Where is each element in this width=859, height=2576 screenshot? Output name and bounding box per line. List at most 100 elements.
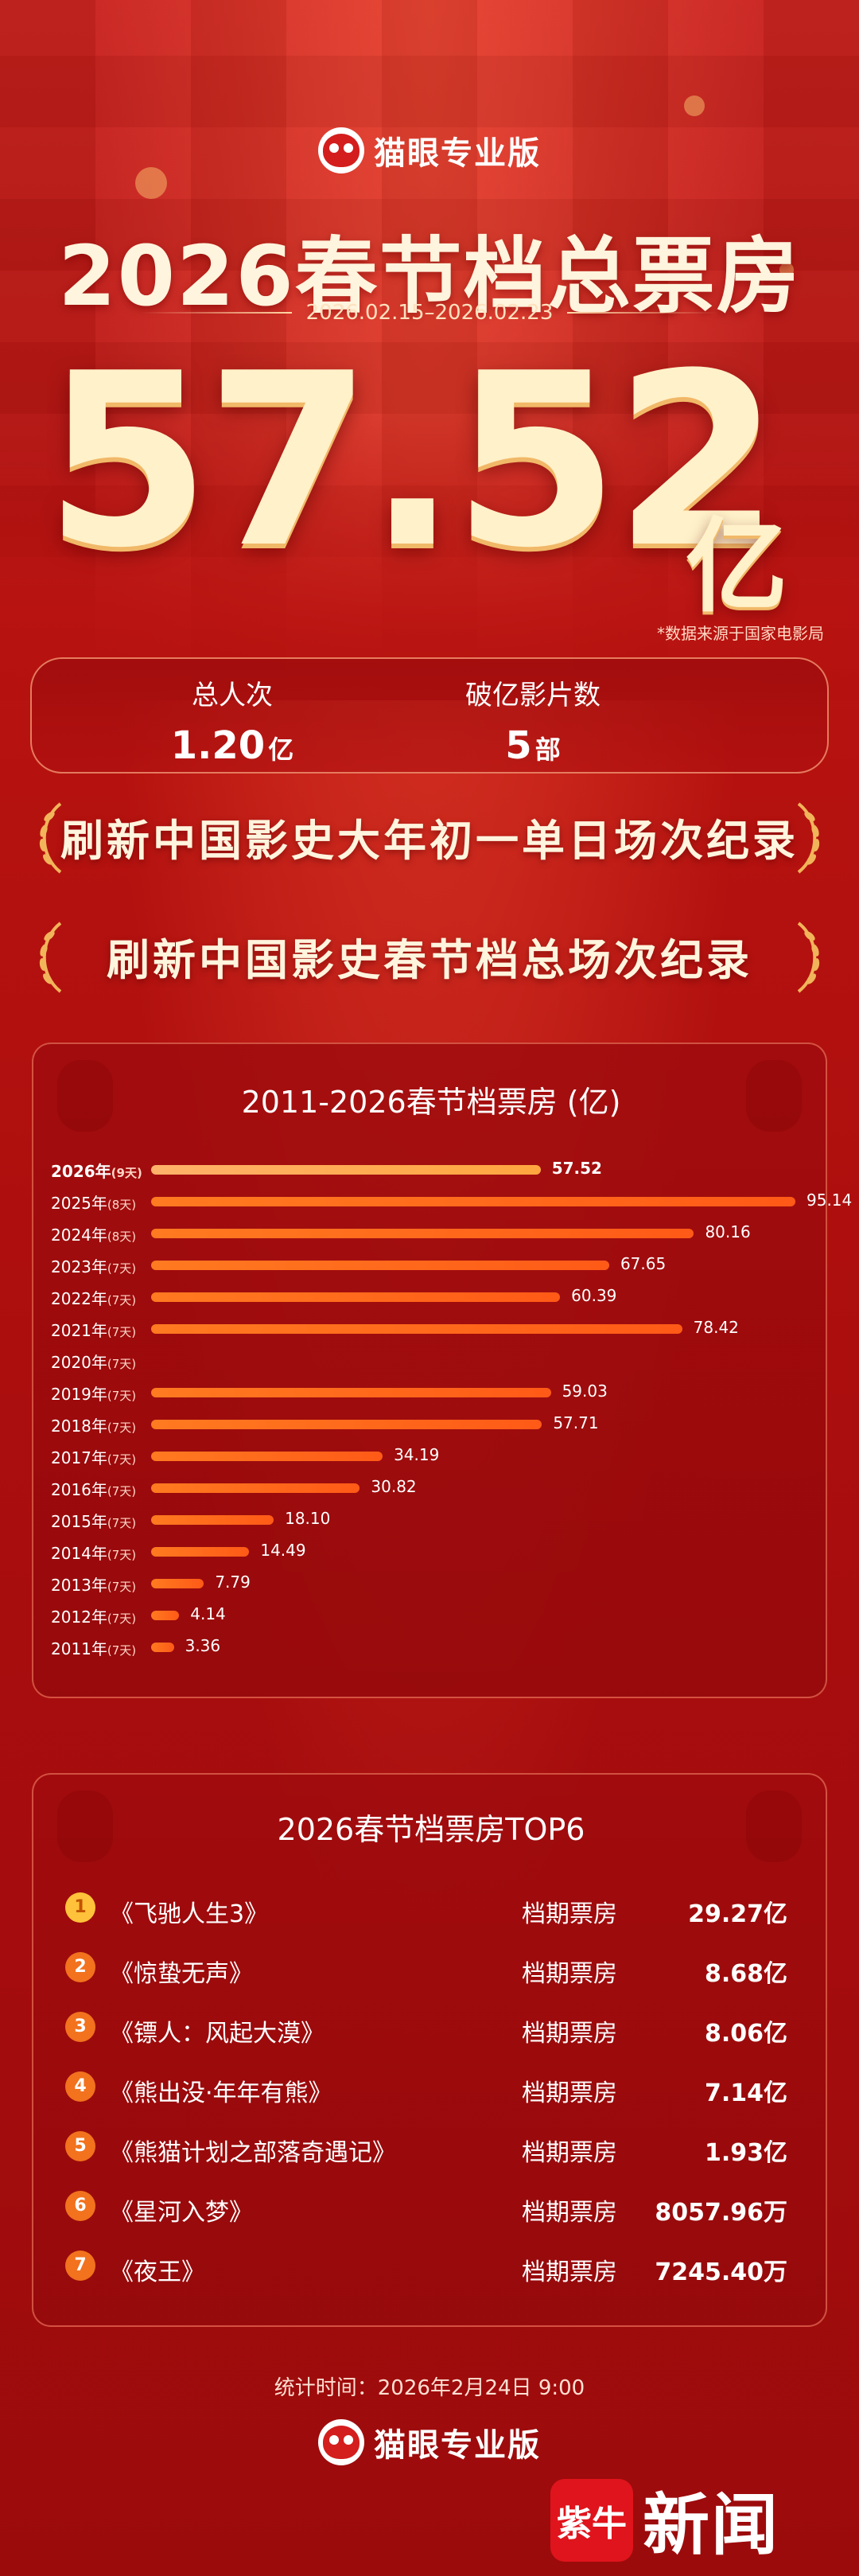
maoyan-cat-logo-icon — [318, 2419, 364, 2465]
data-label: 60.39 — [571, 1286, 617, 1305]
record-banner: 刷新中国影史春节档总场次纪录 — [32, 912, 827, 1000]
date-range-line: 2026.02.15–2026.02.23 — [0, 301, 859, 325]
data-label: 18.10 — [285, 1509, 331, 1528]
rank-badge: 2 — [65, 1952, 95, 1982]
box-office-tag: 档期票房 — [522, 1900, 617, 1928]
rank-badge: 1 — [65, 1892, 95, 1923]
media-name: 新闻 — [643, 2485, 780, 2564]
category-label: 2015年(7天) — [51, 1512, 137, 1531]
bar — [151, 1579, 204, 1588]
bar-row: 2025年(8天) 95.14 — [33, 1186, 852, 1218]
bar — [151, 1261, 609, 1270]
history-chart-panel: 2011-2026春节档票房 (亿) 2026年(9天) 57.52 2025年(8… — [32, 1042, 852, 1698]
movie-title: 《飞驰人生3》 — [110, 1900, 269, 1928]
category-label: 2016年(7天) — [51, 1480, 137, 1499]
movie-title: 《熊出没·年年有熊》 — [110, 2079, 332, 2107]
data-label: 80.16 — [705, 1222, 751, 1241]
category-label: 2014年(7天) — [51, 1544, 137, 1563]
bar-row: 2023年(7天) 67.65 — [33, 1249, 829, 1281]
box-office-tag: 档期票房 — [522, 2079, 617, 2107]
bar — [151, 1165, 541, 1175]
category-label: 2021年(7天) — [51, 1321, 137, 1340]
box-office-amount: 7.14亿 — [704, 2079, 787, 2107]
box-office-amount: 8057.96万 — [655, 2199, 787, 2227]
rank-badge: 5 — [65, 2131, 95, 2161]
box-office-tag: 档期票房 — [522, 2020, 617, 2048]
bar-row: 2014年(7天) 14.49 — [33, 1536, 829, 1568]
category-label: 2017年(7天) — [51, 1448, 137, 1467]
source-note: *数据来源于国家电影局 — [657, 624, 824, 643]
bar — [151, 1292, 561, 1302]
page-title: 2026春节档总票房 — [58, 228, 801, 325]
category-label: 2020年(7天) — [51, 1353, 137, 1372]
laurel-icon — [39, 802, 62, 874]
bar — [151, 1643, 174, 1652]
stat-label: 破亿影片数 — [465, 680, 601, 711]
rank-badge: 4 — [65, 2071, 95, 2102]
data-label: 59.03 — [562, 1382, 608, 1401]
stat-value: 1.20 亿 — [170, 723, 294, 768]
category-label: 2018年(7天) — [51, 1417, 137, 1436]
top-list-title: 2026春节档票房TOP6 — [277, 1812, 585, 1847]
bar — [151, 1452, 383, 1461]
data-label: 30.82 — [371, 1477, 417, 1496]
movie-title: 《熊猫计划之部落奇遇记》 — [110, 2139, 396, 2167]
data-label: 3.36 — [185, 1636, 221, 1655]
bar-row: 2013年(7天) 7.79 — [33, 1568, 829, 1600]
box-office-amount: 8.06亿 — [704, 2020, 787, 2048]
hero-fade — [0, 414, 859, 700]
movie-title: 《镖人：风起大漠》 — [110, 2020, 325, 2048]
category-label: 2013年(7天) — [51, 1576, 137, 1595]
laurel-icon — [39, 922, 62, 993]
bar — [151, 1611, 180, 1620]
firework-decoration — [779, 263, 794, 277]
data-label: 78.42 — [693, 1318, 739, 1337]
movie-title: 《夜王》 — [110, 2258, 205, 2286]
lantern-decoration — [57, 1060, 113, 1132]
category-label: 2012年(7天) — [51, 1608, 137, 1627]
bar-row: 2019年(7天) 59.03 — [33, 1377, 829, 1409]
bar — [151, 1547, 250, 1557]
brand-name: 猫眼专业版 — [374, 2427, 541, 2464]
movie-title: 《惊蛰无声》 — [110, 1960, 253, 1988]
bar — [151, 1229, 694, 1238]
box-office-tag: 档期票房 — [522, 2258, 617, 2286]
stat-admissions: 总人次 1.20 亿 — [113, 673, 352, 768]
list-item: 5 《熊猫计划之部落奇遇记》 档期票房 1.93亿 — [33, 2123, 829, 2171]
bar — [151, 1483, 360, 1493]
bar-row: 2016年(7天) 30.82 — [33, 1472, 829, 1504]
bar — [151, 1515, 274, 1525]
total-box-office-value: 57.52 — [45, 322, 780, 600]
divider — [140, 312, 292, 314]
firework-decoration — [684, 95, 705, 116]
data-label: 57.52 — [551, 1159, 602, 1178]
category-label: 2025年(8天) — [51, 1194, 137, 1213]
rank-badge: 6 — [65, 2191, 95, 2221]
date-range: 2026.02.15–2026.02.23 — [305, 301, 554, 325]
list-item: 1 《飞驰人生3》 档期票房 29.27亿 — [33, 1884, 829, 1932]
bar-row: 2011年(7天) 3.36 — [33, 1631, 829, 1663]
bar — [151, 1388, 551, 1397]
laurel-icon — [797, 802, 820, 874]
list-item: 7 《夜王》 档期票房 7245.40万 — [33, 2243, 829, 2290]
bar — [151, 1197, 795, 1206]
lantern-decoration — [746, 1060, 802, 1132]
brand-name: 猫眼专业版 — [374, 135, 541, 172]
data-label: 34.19 — [394, 1445, 440, 1464]
list-item: 2 《惊蛰无声》 档期票房 8.68亿 — [33, 1944, 829, 1992]
firework-decoration — [135, 167, 167, 199]
record-banner: 刷新中国影史大年初一单日场次纪录 — [32, 793, 827, 880]
chart-title: 2011-2026春节档票房 (亿) — [241, 1085, 621, 1120]
box-office-amount: 1.93亿 — [704, 2139, 787, 2167]
box-office-amount: 29.27亿 — [688, 1900, 787, 1928]
top-list-panel: 2026春节档票房TOP6 1 《飞驰人生3》 档期票房 29.27亿 2 《惊蛰无声》档… — [32, 1773, 827, 2327]
data-label: 7.79 — [215, 1572, 251, 1592]
bar-row: 2020年(7天) — [33, 1345, 829, 1377]
category-label: 2024年(8天) — [51, 1226, 137, 1245]
bar-row: 2017年(7天) 34.19 — [33, 1440, 829, 1472]
divider — [567, 312, 719, 314]
rank-badge: 3 — [65, 2012, 95, 2042]
